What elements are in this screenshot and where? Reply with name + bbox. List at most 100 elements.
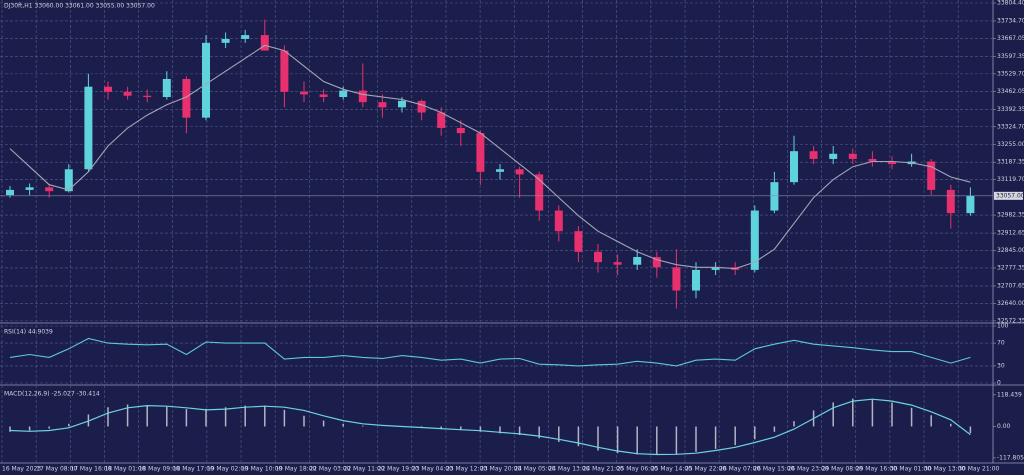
rsi-line [9, 337, 971, 367]
candle-body [868, 158, 877, 162]
x-tick-label: 22 May 03:00 [309, 466, 350, 473]
x-tick-label: 26 May 07:00 [719, 466, 760, 473]
x-tick-label: 30 May 21:00 [958, 466, 999, 473]
y-tick-label: 32845.00 [997, 247, 1024, 254]
candle-body [143, 95, 152, 98]
y-tick-label: 32982.35 [997, 212, 1024, 219]
y-tick-label: 33597.35 [997, 53, 1024, 60]
candle-body [162, 78, 171, 98]
candle-body [770, 182, 779, 211]
x-tick-label: 30 May 13:00 [924, 466, 965, 473]
candle-body [202, 42, 210, 118]
candle-body [358, 90, 367, 103]
candle-body [339, 90, 348, 98]
candle-body [104, 86, 112, 92]
candle-body [496, 169, 504, 172]
candle-body [633, 256, 642, 265]
y-tick-label: 0.00 [997, 423, 1011, 430]
last-price-label: 33057.00 [996, 192, 1024, 199]
candle-body [966, 195, 975, 214]
y-tick-label: 0 [997, 380, 1001, 387]
x-tick-label: 26 May 15:00 [753, 466, 794, 473]
y-tick-label: 33255.00 [997, 141, 1024, 148]
candle-body [319, 94, 328, 98]
candle-body [45, 187, 54, 192]
y-tick-label: 33529.70 [997, 70, 1024, 77]
x-tick-label: 24 May 21:00 [583, 466, 624, 473]
candle-body [6, 189, 14, 196]
y-tick-label: 70 [997, 340, 1005, 347]
x-tick-label: 23 May 20:00 [480, 466, 521, 473]
candle-body [613, 262, 622, 265]
candle-body [829, 153, 838, 159]
candle-body [809, 151, 818, 159]
y-tick-label: 33667.05 [997, 35, 1024, 42]
candle-body [64, 169, 73, 192]
candle-body [123, 91, 132, 96]
candle-body [515, 169, 524, 175]
candle-body [750, 210, 759, 270]
x-tick-label: 29 May 08:00 [822, 466, 863, 473]
candle-body [927, 161, 936, 190]
y-tick-label: 32640.00 [997, 300, 1024, 307]
y-tick-label: 118.439 [997, 391, 1022, 398]
y-tick-label: 33392.35 [997, 106, 1024, 113]
x-tick-label: 22 May 11:00 [344, 466, 385, 473]
candle-body [300, 91, 308, 95]
last-price-box [994, 191, 1023, 200]
x-tick-label: 24 May 13:00 [548, 466, 589, 473]
x-tick-label: 19 May 02:00 [207, 466, 248, 473]
x-tick-label: 18 May 17:00 [173, 466, 214, 473]
candle-body [790, 151, 798, 183]
y-tick-label: -117.805 [997, 454, 1024, 461]
candle-body [888, 161, 896, 165]
candle-body [280, 50, 289, 92]
x-tick-label: 24 May 05:00 [514, 466, 555, 473]
y-tick-label: 33804.40 [997, 0, 1024, 6]
candle-body [594, 251, 602, 263]
candle-body [711, 267, 720, 270]
x-tick-label: 23 May 12:00 [446, 466, 487, 473]
candle-body [25, 187, 34, 190]
candle-body [692, 269, 700, 291]
moving-average-line [9, 44, 971, 270]
x-tick-label: 18 May 01:00 [104, 466, 145, 473]
y-tick-label: 32707.65 [997, 282, 1024, 289]
candle-body [84, 86, 93, 170]
y-tick-label: 30 [997, 362, 1005, 369]
candle-body [398, 100, 406, 108]
x-tick-label: 23 May 04:00 [412, 466, 453, 473]
candle-body [221, 38, 230, 43]
panel-title: MACD(12,26,9) -25.027 -30.414 [4, 391, 100, 398]
panel-title: RSI(14) 44.9039 [4, 329, 53, 336]
candle-body [182, 78, 191, 118]
candle-body [672, 267, 681, 291]
candle-body [260, 35, 269, 51]
x-tick-label: 22 May 19:00 [378, 466, 419, 473]
candle-body [574, 231, 583, 252]
x-tick-label: 18 May 09:00 [139, 466, 180, 473]
candle-body [652, 256, 661, 268]
candle-body [535, 174, 544, 211]
x-tick-label: 30 May 01:00 [890, 466, 931, 473]
y-tick-label: 33187.35 [997, 159, 1024, 166]
y-tick-label: 32572.35 [997, 317, 1024, 324]
y-tick-label: 33119.70 [997, 176, 1024, 183]
candle-body [946, 189, 955, 214]
y-tick-label: 32777.35 [997, 264, 1024, 271]
y-tick-label: 33324.70 [997, 123, 1024, 130]
x-tick-label: 16 May 2023 [2, 466, 41, 473]
y-tick-label: 33462.05 [997, 88, 1024, 95]
x-tick-label: 25 May 22:00 [685, 466, 726, 473]
x-tick-label: 17 May 08:00 [36, 466, 77, 473]
candle-body [554, 210, 563, 232]
candle-body [476, 133, 485, 172]
x-tick-label: 26 May 23:00 [787, 466, 828, 473]
candle-body [378, 102, 387, 108]
candle-body [437, 112, 446, 128]
y-tick-label: 32912.65 [997, 230, 1024, 237]
candle-body [241, 35, 250, 39]
macd-signal-line [9, 398, 971, 456]
